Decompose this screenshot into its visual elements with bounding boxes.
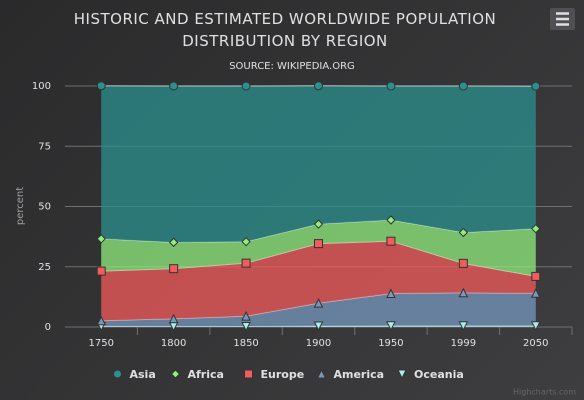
marker xyxy=(169,264,179,274)
legend-label: America xyxy=(334,368,385,381)
x-tick-label: 1750 xyxy=(88,338,113,349)
menu-button[interactable] xyxy=(550,8,575,30)
x-tick-label: 1900 xyxy=(306,338,331,349)
marker xyxy=(458,321,469,331)
chart-subtitle: SOURCE: WIKIPEDIA.ORG xyxy=(229,61,355,72)
marker xyxy=(113,369,122,379)
area xyxy=(101,292,536,327)
area xyxy=(101,241,536,321)
marker xyxy=(386,236,396,246)
marker xyxy=(386,288,396,299)
marker xyxy=(96,81,106,91)
marker xyxy=(313,219,324,229)
marker xyxy=(241,81,251,91)
marker xyxy=(168,237,179,248)
marker xyxy=(313,298,324,308)
legend-item[interactable]: Oceania xyxy=(397,368,464,381)
legend-label: Europe xyxy=(261,368,305,381)
marker xyxy=(531,81,541,91)
y-axis-title: percent xyxy=(15,187,26,225)
marker xyxy=(313,321,324,332)
marker xyxy=(314,239,323,249)
legend-label: Oceania xyxy=(414,368,464,381)
marker xyxy=(458,227,469,238)
legend-label: Africa xyxy=(188,368,224,381)
marker xyxy=(241,258,251,268)
y-tick-label: 0 xyxy=(45,322,51,333)
marker xyxy=(458,81,468,91)
credits: Highcharts.com xyxy=(513,388,576,397)
y-tick-label: 25 xyxy=(38,262,51,273)
marker xyxy=(530,288,541,298)
marker xyxy=(241,322,251,332)
y-tick-label: 75 xyxy=(38,141,51,152)
marker xyxy=(386,215,396,225)
x-tick-label: 1800 xyxy=(161,338,186,349)
marker xyxy=(458,287,469,298)
marker xyxy=(531,271,541,281)
marker xyxy=(531,223,541,234)
marker xyxy=(169,81,179,91)
marker xyxy=(244,369,253,379)
legend-item[interactable]: Asia xyxy=(113,368,156,381)
y-tick-label: 100 xyxy=(32,81,51,92)
marker xyxy=(96,315,107,326)
marker xyxy=(314,81,323,91)
marker xyxy=(96,266,106,276)
x-tick-label: 2050 xyxy=(523,338,548,349)
marker xyxy=(397,369,407,380)
x-tick-label: 1850 xyxy=(233,338,258,349)
legend-label: Asia xyxy=(130,368,156,381)
menu-icon[interactable] xyxy=(556,12,569,26)
marker xyxy=(168,313,179,324)
area xyxy=(101,85,536,243)
marker xyxy=(530,321,541,331)
marker xyxy=(316,368,327,379)
chart-title: HISTORIC AND ESTIMATED WORLDWIDE POPULAT… xyxy=(73,10,497,50)
y-tick-label: 50 xyxy=(38,202,51,213)
area xyxy=(101,219,536,277)
marker xyxy=(241,311,251,321)
legend-item[interactable]: Europe xyxy=(244,368,305,381)
legend-item[interactable]: America xyxy=(316,368,385,381)
marker xyxy=(170,369,181,379)
marker xyxy=(96,234,106,244)
legend-item[interactable]: Africa xyxy=(170,368,224,381)
x-tick-label: 1950 xyxy=(378,338,403,349)
marker xyxy=(386,81,396,91)
marker xyxy=(241,236,251,247)
marker xyxy=(458,258,468,268)
marker xyxy=(386,321,396,331)
x-tick-label: 1999 xyxy=(451,338,476,349)
